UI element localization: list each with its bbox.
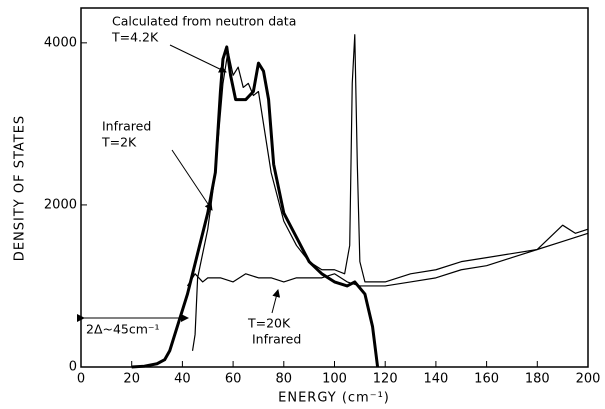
- arrow: [169, 44, 227, 73]
- annotation: 2Δ~45cm⁻¹: [86, 322, 160, 337]
- annotation: Infrared: [102, 119, 151, 134]
- plot-frame: [80, 7, 589, 368]
- x-tick-label: 80: [276, 372, 293, 387]
- y-tick-label: 2000: [44, 197, 77, 212]
- arrow: [271, 289, 281, 314]
- y-tick-label: 4000: [44, 35, 77, 50]
- data-line: [131, 45, 380, 369]
- y-axis-label: DENSITY OF STATES: [13, 115, 28, 261]
- x-tick-label: 120: [373, 372, 398, 387]
- x-tick-label: 40: [174, 372, 191, 387]
- arrow: [171, 149, 213, 211]
- annotation: Infrared: [252, 332, 301, 347]
- y-tick-label: 0: [69, 360, 77, 375]
- annotation: T=20K: [247, 316, 291, 331]
- x-tick-label: 200: [576, 372, 601, 387]
- x-tick-label: 180: [525, 372, 550, 387]
- x-tick-label: 100: [322, 372, 347, 387]
- x-axis-label: ENERGY (cm⁻¹): [278, 391, 390, 406]
- x-tick-label: 60: [225, 372, 242, 387]
- x-tick-label: 160: [474, 372, 499, 387]
- x-tick-label: 140: [423, 372, 448, 387]
- annotation: Calculated from neutron data: [112, 14, 296, 29]
- x-tick-label: 20: [123, 372, 140, 387]
- data-line: [191, 34, 589, 351]
- data-line: [186, 232, 589, 287]
- x-tick-label: 0: [77, 372, 85, 387]
- annotation: T=2K: [101, 135, 137, 150]
- annotation: T=4.2K: [111, 30, 159, 45]
